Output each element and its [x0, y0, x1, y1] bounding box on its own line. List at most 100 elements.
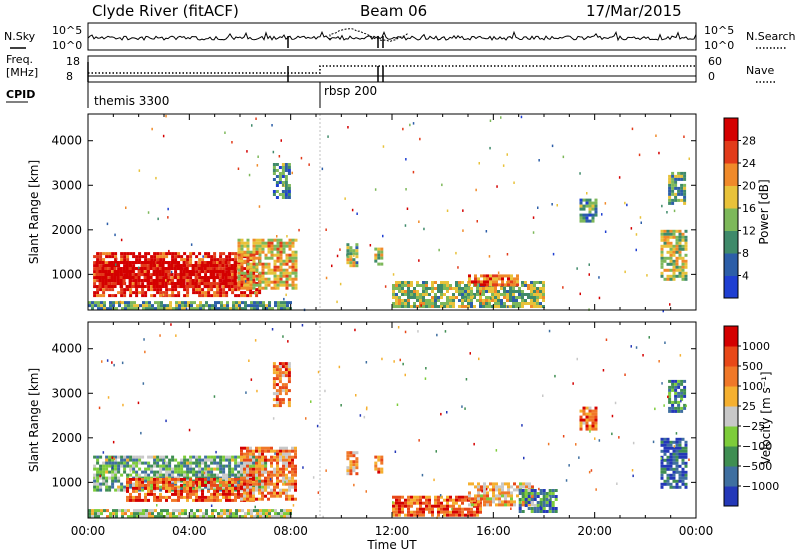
- power-cell-3: [264, 280, 268, 284]
- velocity-cell-3: [282, 470, 285, 474]
- power-cell-0: [120, 288, 124, 292]
- power-cell-0: [231, 258, 235, 262]
- velocity-cell-0: [243, 473, 247, 477]
- velocity-cell-1: [183, 486, 186, 490]
- power-cell-3: [273, 253, 277, 257]
- power-cell-8: [501, 283, 504, 287]
- velocity-cell-0: [93, 467, 97, 471]
- velocity-cell-0: [150, 455, 154, 459]
- velocity-cell-3: [270, 476, 273, 480]
- power-cell-7: [443, 284, 446, 287]
- power-cell-10: [660, 238, 664, 242]
- power-cell-2: [262, 307, 265, 311]
- velocity-cell-0: [216, 467, 220, 471]
- velocity-cell-3: [273, 494, 276, 498]
- velocity-cell-2: [241, 509, 244, 513]
- velocity-cell-0: [192, 470, 196, 474]
- power-cell-1: [206, 279, 210, 282]
- velocity-cell-2: [274, 509, 277, 513]
- velocity-cell-8: [474, 503, 477, 507]
- power-cell-1: [164, 261, 168, 264]
- power-cell-1: [164, 273, 168, 276]
- velocity-cell-0: [174, 482, 178, 486]
- velocity-cell-1: [156, 483, 159, 487]
- power-cell-5: [346, 255, 350, 259]
- velocity-cell-0: [201, 458, 205, 462]
- power-cell-3: [252, 241, 256, 245]
- power-cell-2: [286, 307, 289, 311]
- velocity-cell-4: [275, 401, 279, 405]
- power-cell-3: [252, 280, 256, 284]
- velocity-cell-3: [261, 497, 264, 501]
- velocity-cell-9: [518, 501, 522, 504]
- velocity-speckle: [255, 514, 257, 517]
- power-cell-1: [230, 276, 234, 279]
- power-cell-0: [180, 258, 184, 262]
- power-cell-0: [225, 258, 229, 262]
- velocity-cell-0: [111, 467, 115, 471]
- power-cell-3: [294, 262, 298, 266]
- power-cell-9: [594, 204, 598, 208]
- velocity-cell-0: [174, 464, 178, 468]
- velocity-cell-4: [284, 374, 288, 378]
- power-cell-7: [524, 284, 527, 287]
- velocity-speckle: [576, 357, 578, 361]
- power-cell-1: [194, 276, 198, 279]
- velocity-cell-10: [585, 421, 589, 425]
- power-cell-7: [482, 302, 485, 305]
- velocity-cell-10: [579, 415, 583, 419]
- velocity-cell-2: [172, 512, 175, 516]
- velocity-cell-7: [422, 501, 425, 505]
- velocity-cell-0: [117, 488, 121, 492]
- velocity-cell-1: [195, 489, 198, 493]
- power-cell-1: [110, 276, 114, 279]
- velocity-cell-7: [434, 501, 437, 505]
- colorbar-tick-label: −100: [742, 440, 772, 453]
- power-cell-0: [219, 252, 223, 256]
- power-cell-10: [675, 262, 679, 266]
- velocity-cell-0: [96, 485, 100, 489]
- velocity-cell-7: [458, 513, 461, 517]
- velocity-cell-1: [165, 486, 168, 490]
- velocity-cell-2: [268, 512, 271, 516]
- velocity-cell-9: [542, 504, 546, 507]
- velocity-cell-1: [165, 495, 168, 499]
- power-cell-0: [147, 264, 151, 268]
- velocity-cell-3: [249, 461, 252, 465]
- power-speckle: [638, 153, 641, 157]
- freq-panel-frame: [87, 55, 697, 83]
- power-cell-7: [497, 290, 500, 293]
- power-cell-8: [504, 274, 507, 278]
- power-cell-1: [104, 282, 108, 285]
- power-cell-7: [533, 287, 536, 290]
- velocity-cell-1: [180, 483, 183, 487]
- velocity-cell-11: [675, 458, 679, 462]
- power-cell-10: [669, 259, 673, 263]
- power-cell-1: [107, 270, 111, 273]
- power-cell-11: [683, 189, 687, 193]
- power-cell-0: [195, 255, 199, 259]
- power-cell-2: [148, 304, 151, 308]
- power-cell-10: [666, 250, 670, 254]
- power-cell-1: [155, 276, 159, 279]
- velocity-cell-2: [97, 509, 100, 513]
- power-cell-7: [446, 287, 449, 290]
- power-cell-3: [285, 280, 289, 284]
- velocity-cell-12: [668, 394, 672, 398]
- velocity-cell-3: [249, 458, 252, 462]
- velocity-speckle: [129, 469, 132, 473]
- velocity-cell-3: [270, 449, 273, 453]
- power-cell-7: [527, 287, 530, 290]
- power-speckle: [283, 297, 285, 301]
- power-cell-8: [510, 274, 513, 278]
- power-cell-0: [186, 282, 190, 286]
- power-cell-7: [440, 284, 443, 287]
- power-cell-7: [530, 284, 533, 287]
- power-cell-7: [440, 296, 443, 299]
- power-cell-11: [671, 177, 675, 181]
- power-cell-7: [536, 287, 539, 290]
- power-cell-3: [243, 253, 247, 257]
- velocity-cell-0: [123, 464, 127, 468]
- velocity-cell-1: [177, 477, 180, 481]
- velocity-cell-0: [177, 479, 181, 483]
